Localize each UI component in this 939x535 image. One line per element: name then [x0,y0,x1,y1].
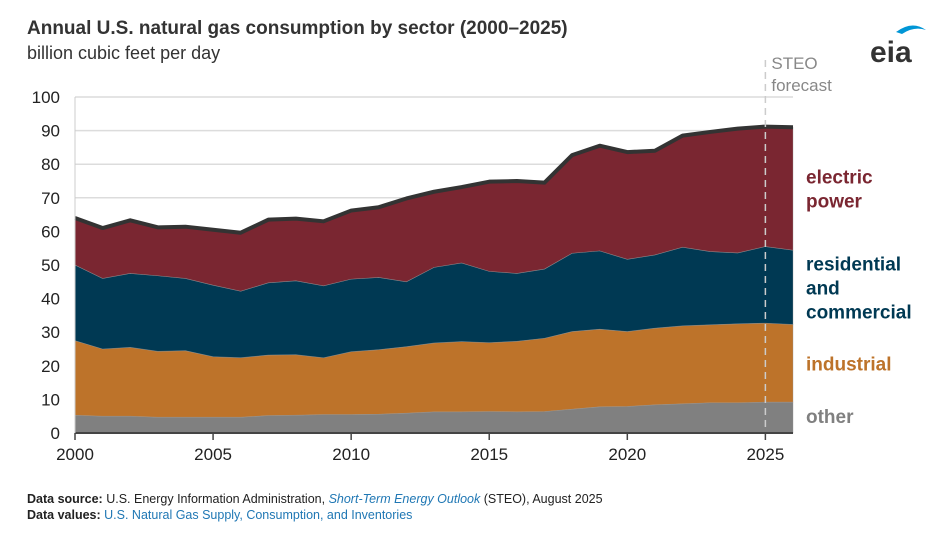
eia-logo: eia [870,25,926,68]
y-tick-label: 10 [41,390,60,409]
x-tick-label: 2010 [332,445,370,464]
y-tick-label: 30 [41,323,60,342]
series-label-residential-and-commercial: commercial [806,302,912,323]
series-label-other: other [806,407,854,428]
y-tick-label: 60 [41,222,60,241]
y-tick-label: 0 [51,424,60,443]
x-tick-label: 2020 [608,445,646,464]
svg-text:eia: eia [870,36,912,68]
footer-values: Data values: U.S. Natural Gas Supply, Co… [27,508,412,522]
forecast-label: STEO [771,54,817,73]
chart-title: Annual U.S. natural gas consumption by s… [27,18,568,39]
x-tick-label: 2025 [746,445,784,464]
total-line [74,124,794,235]
data-values-link[interactable]: U.S. Natural Gas Supply, Consumption, an… [104,508,413,522]
series-label-electric-power: electric [806,168,873,189]
x-tick-label: 2000 [56,445,94,464]
y-tick-label: 80 [41,155,60,174]
forecast-label: forecast [771,76,832,95]
values-label: Data values: [27,508,101,522]
x-tick-label: 2005 [194,445,232,464]
steo-link[interactable]: Short-Term Energy Outlook [328,492,481,506]
source-tail: (STEO), August 2025 [483,492,603,506]
source-label: Data source: [27,492,103,506]
series-label-industrial: industrial [806,354,892,375]
series-label-electric-power: power [806,192,863,213]
chart-subtitle: billion cubic feet per day [27,43,221,63]
y-tick-label: 50 [41,256,60,275]
y-tick-label: 20 [41,357,60,376]
series-label-residential-and-commercial: and [806,278,840,299]
series-label-residential-and-commercial: residential [806,254,901,275]
footer-source: Data source: U.S. Energy Information Adm… [27,492,603,506]
source-text: U.S. Energy Information Administration, [106,492,326,506]
y-tick-label: 70 [41,189,60,208]
x-tick-label: 2015 [470,445,508,464]
y-tick-label: 100 [32,88,60,107]
y-tick-label: 40 [41,290,60,309]
y-tick-label: 90 [41,122,60,141]
